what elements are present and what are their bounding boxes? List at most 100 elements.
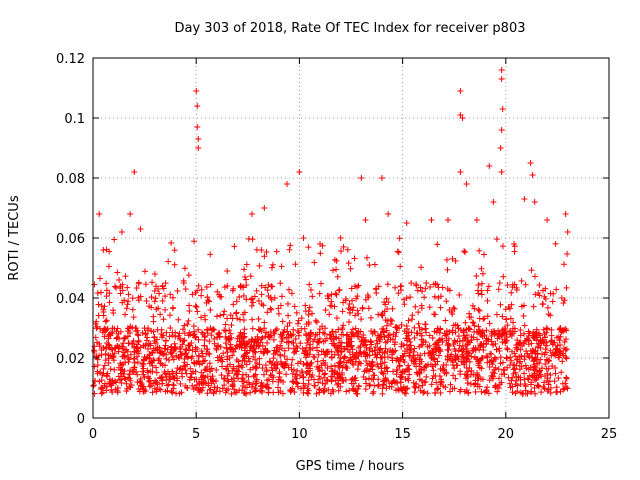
data-point <box>186 307 193 314</box>
data-point <box>118 229 125 235</box>
data-point <box>552 370 559 377</box>
data-point <box>362 367 369 374</box>
data-point <box>486 320 493 327</box>
data-point <box>264 347 271 354</box>
data-point <box>479 270 486 277</box>
data-point <box>102 318 109 325</box>
data-point <box>117 290 124 297</box>
data-point <box>139 329 146 336</box>
data-point <box>380 382 387 389</box>
data-point <box>265 281 272 288</box>
data-point <box>314 319 321 326</box>
data-point <box>475 375 482 382</box>
data-point <box>434 281 441 288</box>
data-point <box>442 384 449 391</box>
data-point <box>517 346 524 353</box>
data-point <box>435 337 442 344</box>
data-point <box>478 265 485 272</box>
data-point <box>133 285 140 292</box>
data-point <box>91 281 98 288</box>
data-point <box>562 211 569 217</box>
data-point <box>142 330 149 337</box>
data-point <box>220 376 227 383</box>
data-point <box>540 383 547 390</box>
data-point <box>190 323 197 330</box>
data-point <box>504 322 511 329</box>
data-point <box>528 340 535 347</box>
data-point <box>348 342 355 349</box>
data-point <box>204 330 211 337</box>
data-point <box>419 288 426 295</box>
data-point <box>294 380 301 387</box>
data-point <box>211 326 218 333</box>
data-point <box>225 370 232 377</box>
data-point <box>494 388 501 395</box>
data-point <box>366 262 373 269</box>
data-point <box>412 384 419 391</box>
data-point <box>248 211 255 217</box>
data-point <box>418 342 425 349</box>
data-point <box>326 331 333 338</box>
data-point <box>166 312 173 319</box>
data-point <box>252 363 259 370</box>
data-point <box>146 383 153 390</box>
data-point <box>261 325 268 332</box>
data-point <box>422 321 429 328</box>
data-point <box>423 373 430 380</box>
x-axis-label: GPS time / hours <box>296 459 405 474</box>
data-point <box>94 362 101 369</box>
data-point <box>98 289 105 296</box>
data-point <box>91 363 98 370</box>
data-point <box>349 385 356 392</box>
data-point <box>289 370 296 377</box>
data-point <box>125 298 132 305</box>
data-point <box>355 282 362 289</box>
data-point <box>291 303 298 310</box>
chart-title: Day 303 of 2018, Rate Of TEC Index for r… <box>175 21 526 36</box>
data-point <box>133 353 140 360</box>
data-point <box>337 383 344 390</box>
data-point <box>315 351 322 358</box>
data-point <box>421 350 428 357</box>
data-point <box>473 217 480 223</box>
data-point <box>277 302 284 309</box>
data-point <box>375 376 382 383</box>
data-point <box>470 320 477 327</box>
data-point <box>531 199 538 205</box>
data-point <box>462 249 469 256</box>
data-point <box>564 385 571 392</box>
data-point <box>228 322 235 329</box>
data-point <box>155 305 162 312</box>
data-point <box>93 325 100 332</box>
data-point <box>233 298 240 305</box>
data-point <box>296 169 303 175</box>
data-point <box>222 328 229 335</box>
data-point <box>171 261 178 268</box>
data-point <box>542 360 549 367</box>
data-point <box>145 325 152 332</box>
data-point <box>223 366 230 373</box>
data-point <box>508 301 515 308</box>
data-point <box>213 367 220 374</box>
data-point <box>412 303 419 310</box>
data-point <box>365 305 372 312</box>
data-point <box>298 315 305 322</box>
data-point <box>102 357 109 364</box>
data-point <box>194 103 201 109</box>
data-point <box>428 354 435 361</box>
data-point <box>407 294 414 301</box>
data-point <box>311 259 318 266</box>
data-point <box>436 346 443 353</box>
y-tick-label: 0.12 <box>56 52 85 67</box>
data-point <box>558 369 565 376</box>
data-point <box>449 255 456 262</box>
data-point <box>442 317 449 324</box>
data-point <box>383 365 390 372</box>
data-point <box>219 385 226 392</box>
data-point <box>483 353 490 360</box>
data-point <box>500 273 507 280</box>
y-tick-label: 0.08 <box>56 172 85 187</box>
data-point <box>430 367 437 374</box>
data-point <box>555 375 562 382</box>
data-point <box>384 281 391 288</box>
